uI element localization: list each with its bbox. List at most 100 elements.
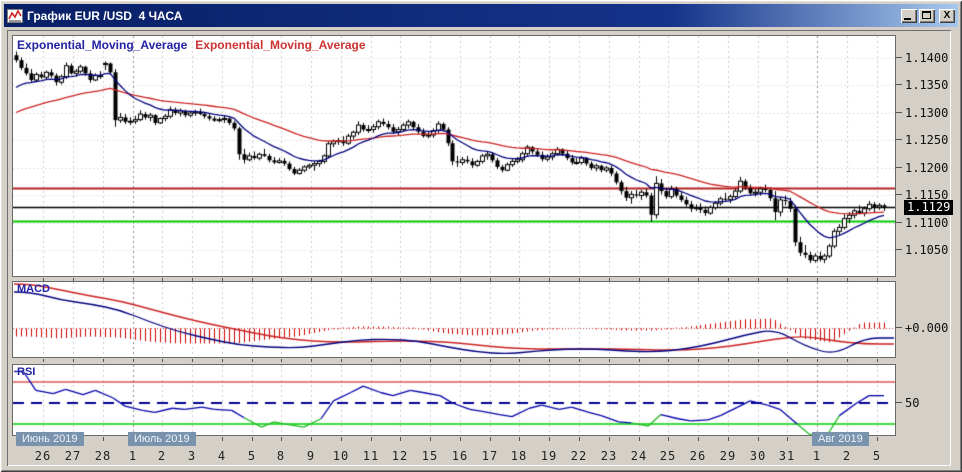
time-axis-day-label: 8 — [276, 449, 286, 463]
time-axis-tick — [549, 278, 550, 281]
minimize-icon — [904, 17, 911, 20]
price-axis-label: 1.1150 — [894, 188, 949, 202]
time-axis-tick — [311, 278, 312, 281]
legend-ema-fast: Exponential_Moving_Average — [17, 38, 188, 52]
time-axis-tick — [728, 437, 729, 441]
close-icon: X — [943, 9, 951, 21]
time-axis-tick — [162, 359, 163, 362]
time-axis-tick — [252, 278, 253, 281]
time-axis-tick — [43, 359, 44, 362]
time-axis-day-label: 23 — [600, 449, 618, 463]
time-axis-tick — [252, 359, 253, 362]
time-axis-tick — [192, 359, 193, 362]
time-axis-day-label: 27 — [64, 449, 82, 463]
maximize-button[interactable] — [919, 8, 935, 23]
time-axis-tick — [460, 437, 461, 441]
price-axis-label: 1.1400 — [894, 51, 949, 65]
window-controls: X — [901, 8, 955, 23]
time-axis-tick — [668, 359, 669, 362]
time-axis-tick — [133, 359, 134, 362]
time-axis-tick — [609, 278, 610, 281]
time-axis-tick — [222, 437, 223, 441]
time-axis-tick — [877, 437, 878, 441]
rsi-mid-axis-label: 50 — [894, 396, 920, 410]
time-axis-day-label: 15 — [421, 449, 439, 463]
time-axis-tick — [639, 437, 640, 441]
time-axis-tick — [847, 278, 848, 281]
time-axis-tick — [668, 437, 669, 441]
price-axis-label: 1.1200 — [894, 161, 949, 175]
time-axis-day-label: 2 — [157, 449, 167, 463]
time-axis-day-label: 31 — [778, 449, 796, 463]
month-label: Июнь 2019 — [16, 432, 84, 446]
price-chart-panel: Exponential_Moving_Average Exponential_Mo… — [12, 35, 896, 277]
price-axis-label: 1.1300 — [894, 106, 949, 120]
time-axis-day-label: 1 — [812, 449, 822, 463]
price-axis-label: 1.1100 — [894, 216, 949, 230]
time-axis-day-label: 30 — [749, 449, 767, 463]
time-axis-day-label: 11 — [362, 449, 380, 463]
time-axis-tick — [103, 359, 104, 362]
time-axis-day-label: 4 — [217, 449, 227, 463]
time-axis-tick — [579, 437, 580, 441]
month-label: Авг 2019 — [812, 432, 869, 446]
close-button[interactable]: X — [939, 8, 955, 23]
macd-canvas[interactable] — [13, 282, 895, 357]
time-axis-tick — [400, 359, 401, 362]
time-axis-tick — [341, 437, 342, 441]
time-axis-day-label: 17 — [481, 449, 499, 463]
time-axis-tick — [698, 359, 699, 362]
price-axis-label: 1.1350 — [894, 78, 949, 92]
time-axis-tick — [371, 278, 372, 281]
legend-ema-slow: Exponential_Moving_Average — [195, 38, 366, 52]
time-axis-tick — [877, 278, 878, 281]
time-axis-tick — [758, 437, 759, 441]
time-axis-tick — [519, 359, 520, 362]
rsi-canvas[interactable] — [13, 365, 895, 435]
time-axis-tick — [668, 278, 669, 281]
minimize-button[interactable] — [901, 8, 917, 23]
time-axis-tick — [847, 359, 848, 362]
time-axis-day-label: 9 — [306, 449, 316, 463]
time-axis-tick — [311, 359, 312, 362]
macd-panel: MACD — [12, 281, 896, 358]
chart-window-icon[interactable] — [7, 8, 23, 23]
time-axis-tick — [103, 437, 104, 441]
time-axis-tick — [371, 437, 372, 441]
time-axis-tick — [698, 278, 699, 281]
time-axis-tick — [460, 359, 461, 362]
time-axis-tick — [192, 278, 193, 281]
main-chart-canvas[interactable] — [13, 36, 895, 276]
time-axis-day-label: 29 — [719, 449, 737, 463]
time-axis-tick — [222, 359, 223, 362]
time-axis-tick — [728, 359, 729, 362]
time-axis-day-label: 16 — [451, 449, 469, 463]
price-axis-label: 1.1050 — [894, 243, 949, 257]
rsi-panel: RSI — [12, 364, 896, 436]
time-axis-day-label: 10 — [332, 449, 350, 463]
time-axis-tick — [609, 437, 610, 441]
time-axis-tick — [698, 437, 699, 441]
rsi-label: RSI — [17, 366, 36, 378]
time-axis-tick — [519, 437, 520, 441]
time-axis-tick — [281, 437, 282, 441]
maximize-icon — [922, 10, 931, 19]
time-axis-day-label: 22 — [570, 449, 588, 463]
time-axis-day-label: 1 — [128, 449, 138, 463]
time-axis-tick — [371, 359, 372, 362]
time-axis-day-label: 26 — [34, 449, 52, 463]
time-axis-tick — [519, 278, 520, 281]
time-axis-day-label: 25 — [659, 449, 677, 463]
time-axis-tick — [400, 437, 401, 441]
time-axis-tick — [311, 437, 312, 441]
time-axis-tick — [430, 437, 431, 441]
time-axis-tick — [73, 359, 74, 362]
titlebar[interactable]: График EUR /USD 4 ЧАСА X — [4, 4, 958, 27]
time-axis-tick — [549, 437, 550, 441]
time-axis-tick — [430, 359, 431, 362]
time-axis-tick — [162, 278, 163, 281]
time-axis-tick — [341, 278, 342, 281]
macd-label: MACD — [17, 283, 50, 295]
time-axis-day-label: 24 — [630, 449, 648, 463]
